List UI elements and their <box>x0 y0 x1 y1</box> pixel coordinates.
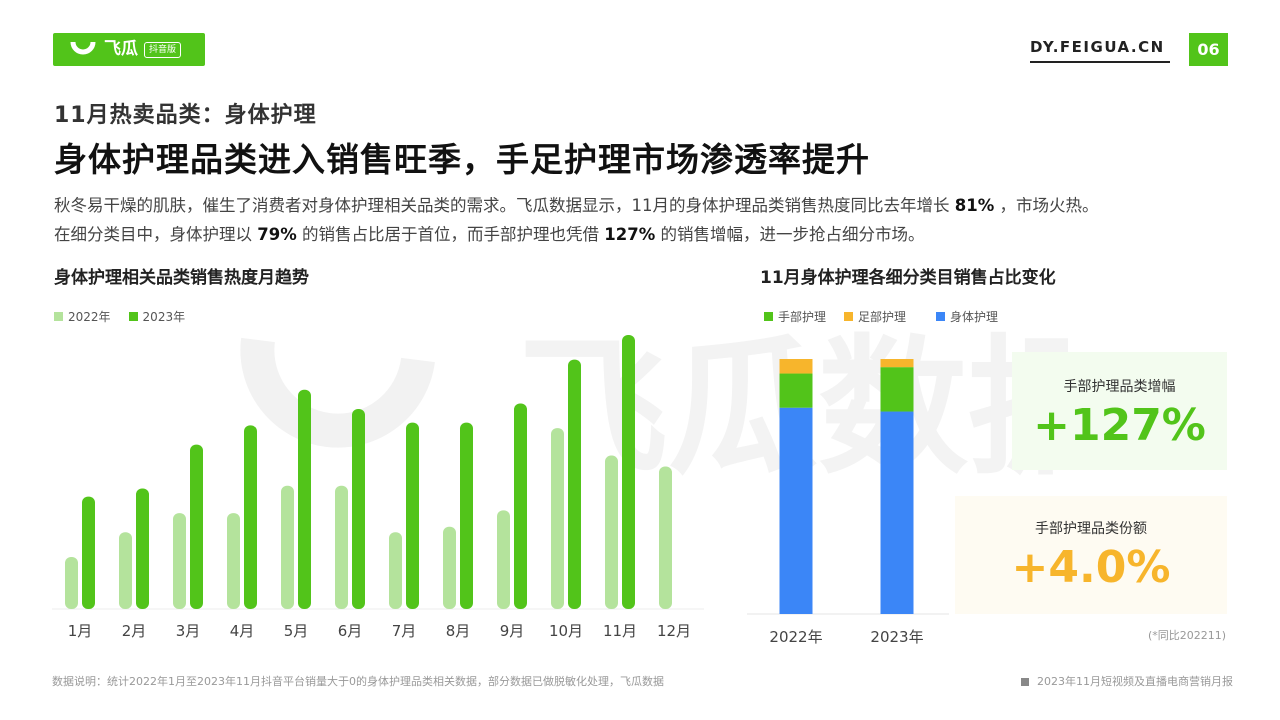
legend-swatch <box>844 312 854 321</box>
section-kicker: 11月热卖品类：身体护理 <box>54 103 317 128</box>
bar-2022年-3月 <box>173 513 186 609</box>
legend-label: 手部护理 <box>778 310 827 324</box>
x-tick-label: 12月 <box>657 622 691 640</box>
legend-item: 手部护理 <box>764 308 826 325</box>
page-title: 身体护理品类进入销售旺季，手足护理市场渗透率提升 <box>54 140 870 179</box>
desc-text: 秋冬易干燥的肌肤，催生了消费者对身体护理相关品类的需求。飞瓜数据显示，11月的身… <box>54 196 955 215</box>
x-tick-label: 5月 <box>284 622 309 640</box>
bar-2022年-12月 <box>659 466 672 609</box>
bar-2022年-2月 <box>119 532 132 609</box>
card-label: 手部护理品类份额 <box>1035 521 1147 537</box>
legend-item: 2023年 <box>128 308 186 325</box>
logo-name: 飞瓜 <box>104 39 138 59</box>
bar-2023年-1月 <box>82 496 95 609</box>
bar-2023年-6月 <box>352 408 365 609</box>
x-tick-label: 2023年 <box>870 628 923 646</box>
legend-item: 2022年 <box>54 308 111 325</box>
x-tick-label: 1月 <box>68 622 93 640</box>
bar-2022年-9月 <box>497 510 510 609</box>
bar-2022年-10月 <box>551 428 564 609</box>
bar-2023年-7月 <box>406 422 419 609</box>
site-url-underline <box>1030 61 1170 63</box>
x-tick-label: 3月 <box>176 622 201 640</box>
description-line-2: 在细分类目中，身体护理以 79% 的销售占比居于首位，而手部护理也凭借 127%… <box>54 220 1254 249</box>
bar-2022年-4月 <box>227 513 240 609</box>
legend-item: 身体护理 <box>936 308 998 325</box>
desc-highlight: 81% <box>954 196 995 215</box>
report-title-text: 2023年11月短视频及直播电商营销月报 <box>1037 675 1233 688</box>
bar-2023年-2月 <box>136 488 149 609</box>
bar-2023年-8月 <box>460 422 473 609</box>
stack-身体护理-2023年 <box>880 411 914 614</box>
stack-手部护理-2022年 <box>779 373 813 408</box>
legend-item: 足部护理 <box>844 308 906 325</box>
bar-2022年-1月 <box>65 556 78 609</box>
legend-label: 足部护理 <box>858 310 907 324</box>
growth-card: 手部护理品类增幅 +127% <box>1012 352 1227 470</box>
bar-2023年-11月 <box>622 335 635 609</box>
description-line-1: 秋冬易干燥的肌肤，催生了消费者对身体护理相关品类的需求。飞瓜数据显示，11月的身… <box>54 191 1254 220</box>
x-tick-label: 6月 <box>338 622 363 640</box>
stack-足部护理-2023年 <box>880 359 914 368</box>
bar-2022年-11月 <box>605 455 618 609</box>
bar-2022年-8月 <box>443 526 456 609</box>
bar-2023年-3月 <box>190 444 203 609</box>
desc-text: 的销售占比居于首位，而手部护理也凭借 <box>296 225 605 244</box>
square-icon <box>1021 678 1029 686</box>
bar-2023年-10月 <box>568 359 581 609</box>
legend-swatch <box>936 312 946 321</box>
desc-text: ，市场火热。 <box>994 196 1099 215</box>
bar-2022年-7月 <box>389 532 402 609</box>
bar-2023年-5月 <box>298 389 311 609</box>
bar-2023年-4月 <box>244 425 257 609</box>
legend-label: 2022年 <box>68 310 111 324</box>
x-tick-label: 2022年 <box>769 628 822 646</box>
logo-icon <box>70 41 96 55</box>
monthly-chart-legend: 2022年 2023年 <box>54 308 203 325</box>
x-tick-label: 8月 <box>446 622 471 640</box>
logo-tag: 抖音版 <box>144 42 182 58</box>
share-card: 手部护理品类份额 +4.0% <box>955 496 1227 614</box>
legend-swatch <box>764 312 773 321</box>
x-tick-label: 11月 <box>603 622 637 640</box>
desc-text: 的销售增幅，进一步抢占细分市场。 <box>655 225 925 244</box>
bar-2022年-6月 <box>335 485 348 609</box>
share-chart-legend: 手部护理 足部护理 身体护理 <box>764 308 1016 325</box>
share-chart-title: 11月身体护理各细分类目销售占比变化 <box>760 268 1056 288</box>
legend-swatch <box>54 312 63 321</box>
x-tick-label: 4月 <box>230 622 255 640</box>
monthly-bar-chart: 1月 2月 3月 4月 5月 6月 7月 8月 9月 10月 11月 12月 <box>52 335 704 640</box>
bar-2022年-5月 <box>281 485 294 609</box>
card-value: +4.0% <box>1011 542 1171 593</box>
report-title: 2023年11月短视频及直播电商营销月报 <box>1021 673 1233 689</box>
description: 秋冬易干燥的肌肤，催生了消费者对身体护理相关品类的需求。飞瓜数据显示，11月的身… <box>54 191 1254 249</box>
x-tick-label: 7月 <box>392 622 417 640</box>
stacked-share-chart: 2022年 2023年 <box>747 359 949 646</box>
legend-swatch <box>128 312 138 321</box>
page-number: 06 <box>1189 33 1228 66</box>
card-label: 手部护理品类增幅 <box>1063 379 1176 395</box>
stack-足部护理-2022年 <box>779 359 813 374</box>
legend-label: 2023年 <box>142 310 186 324</box>
desc-text: 在细分类目中，身体护理以 <box>54 225 258 244</box>
desc-highlight: 127% <box>604 225 656 244</box>
stack-身体护理-2022年 <box>779 407 813 614</box>
site-url[interactable]: DY.FEIGUA.CN <box>1030 38 1165 56</box>
stack-手部护理-2023年 <box>880 367 914 412</box>
x-tick-label: 10月 <box>549 622 583 640</box>
yoy-note: (*同比202211) <box>1148 629 1227 642</box>
legend-label: 身体护理 <box>950 310 999 324</box>
x-tick-label: 2月 <box>122 622 147 640</box>
bar-2023年-9月 <box>514 403 527 609</box>
desc-highlight: 79% <box>257 225 297 244</box>
x-tick-label: 9月 <box>500 622 525 640</box>
data-footnote: 数据说明：统计2022年1月至2023年11月抖音平台销量大于0的身体护理品类相… <box>52 675 664 688</box>
card-value: +127% <box>1033 400 1206 451</box>
monthly-chart-title: 身体护理相关品类销售热度月趋势 <box>54 268 309 288</box>
